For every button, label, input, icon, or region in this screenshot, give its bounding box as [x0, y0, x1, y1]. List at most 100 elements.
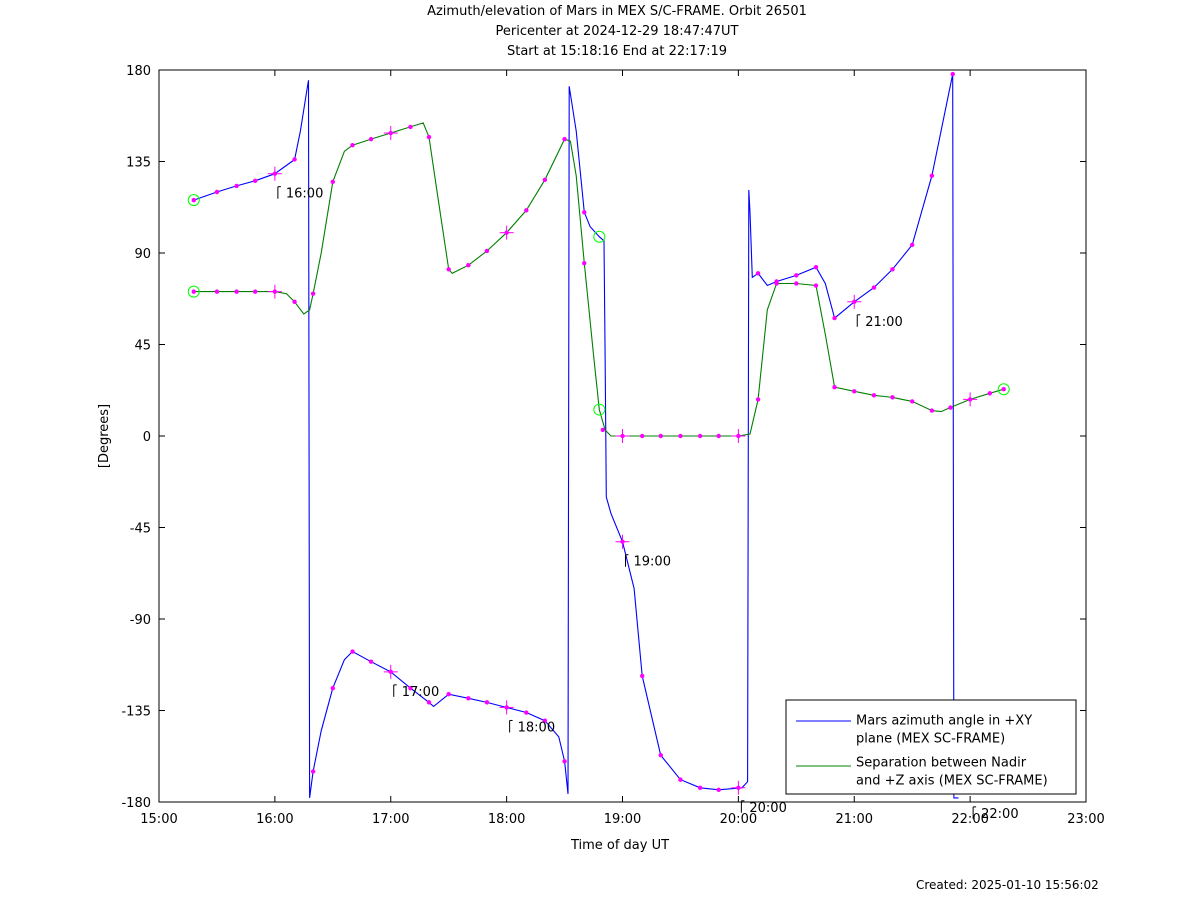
x-tick-label: 18:00	[488, 812, 525, 827]
azimuth-data-point	[755, 271, 761, 276]
azimuth-data-point	[310, 769, 316, 774]
azimuth-data-point	[871, 285, 877, 290]
separation-data-point	[350, 143, 355, 148]
created-timestamp: Created: 2025-01-10 15:56:02	[916, 878, 1099, 892]
separation-data-point	[716, 433, 721, 439]
azimuth-data-point	[832, 315, 837, 321]
time-annotation-label: 22:00	[981, 807, 1018, 822]
azimuth-data-point	[330, 685, 336, 691]
azimuth-data-point	[716, 787, 721, 792]
legend-box	[785, 699, 1077, 795]
x-tick-label: 15:00	[140, 812, 177, 827]
azimuth-data-point	[794, 273, 799, 278]
azimuth-data-point	[484, 700, 490, 705]
time-annotation-label: 21:00	[865, 315, 902, 330]
azimuth-data-point	[678, 777, 683, 782]
separation-data-point	[909, 399, 915, 404]
azimuth-data-point	[524, 710, 529, 715]
y-tick-label: 90	[134, 247, 151, 262]
separation-data-point	[813, 283, 819, 288]
separation-data-point	[524, 208, 529, 213]
separation-series-line	[193, 122, 1004, 437]
azimuth-data-point	[929, 173, 935, 178]
azimuth-data-point	[191, 197, 196, 203]
separation-data-point	[852, 389, 857, 394]
separation-data-point	[678, 433, 683, 439]
x-tick-label: 23:00	[1067, 812, 1104, 827]
azimuth-data-point	[292, 157, 297, 162]
time-annotations: 16:00 17:00 18:00 19:00 20:00 21:00 22:00	[277, 186, 1019, 822]
azimuth-data-point	[466, 696, 471, 701]
separation-data-point	[697, 433, 703, 439]
chart-title-line-1: Azimuth/elevation of Mars in MEX S/C-FRA…	[427, 4, 807, 19]
separation-data-point	[948, 405, 953, 410]
time-annotation-label: 19:00	[634, 555, 671, 570]
azimuth-data-point	[562, 759, 567, 764]
azimuth-data-point	[368, 659, 374, 664]
x-axis-label: Time of day UT	[570, 838, 669, 853]
azimuth-data-point	[252, 178, 258, 184]
time-annotation-label: 18:00	[518, 720, 555, 735]
legend-label-separation-line-2: and +Z axis (MEX SC-FRAME)	[856, 774, 1048, 789]
legend: Mars azimuth angle in +XY plane (MEX SC-…	[785, 699, 1077, 795]
x-tick-label: 21:00	[836, 812, 873, 827]
event-circle-marker	[997, 383, 1010, 396]
series-lines	[193, 73, 1004, 799]
separation-data-point	[408, 124, 413, 130]
separation-data-point	[987, 391, 993, 396]
azimuth-data-point	[950, 71, 955, 77]
y-tick-label: -90	[130, 613, 151, 628]
separation-data-point	[871, 393, 877, 398]
time-annotation-label: 20:00	[749, 801, 786, 816]
separation-data-point	[832, 385, 837, 390]
azimuth-data-point	[909, 242, 915, 248]
separation-data-point	[252, 289, 258, 294]
azimuth-series-line	[193, 73, 959, 799]
y-axis-label: [Degrees]	[97, 404, 112, 468]
separation-data-point	[639, 433, 645, 439]
separation-data-point	[929, 408, 935, 413]
azimuth-data-point	[639, 673, 645, 679]
separation-data-point	[426, 134, 432, 140]
separation-data-point	[292, 299, 297, 304]
separation-data-point	[310, 291, 316, 296]
x-tick-label: 22:00	[951, 812, 988, 827]
separation-data-point	[466, 263, 471, 268]
time-annotation-label: 16:00	[286, 187, 323, 202]
separation-data-point	[234, 289, 239, 294]
axis-ticks: 15:00 16:00 17:00 18:00 19:00 20:00 21:00 22:00…	[121, 64, 1104, 827]
y-tick-label: 135	[126, 156, 151, 171]
azimuth-data-point	[446, 692, 451, 697]
chart-title-line-2: Pericenter at 2024-12-29 18:47:47UT	[495, 24, 739, 39]
azimuth-data-point	[890, 267, 895, 272]
separation-data-point	[214, 289, 220, 294]
y-tick-label: -45	[130, 522, 151, 537]
separation-data-point	[330, 179, 336, 185]
separation-data-point	[582, 260, 587, 266]
azimuth-data-point	[350, 649, 355, 654]
x-tick-label: 16:00	[256, 812, 293, 827]
time-annotation-label: 17:00	[402, 685, 439, 700]
legend-label-azimuth-line-1: Mars azimuth angle in +XY	[856, 714, 1032, 729]
chart-title-line-3: Start at 15:18:16 End at 22:17:19	[506, 44, 728, 59]
event-circle-marker	[187, 285, 200, 298]
separation-data-point	[755, 397, 761, 402]
x-tick-label: 17:00	[372, 812, 409, 827]
azimuth-data-point	[214, 189, 220, 195]
x-tick-label: 20:00	[720, 812, 757, 827]
azimuth-data-point	[697, 785, 703, 790]
azimuth-data-point	[658, 753, 663, 758]
y-tick-label: 180	[126, 64, 151, 79]
azimuth-data-point	[426, 700, 432, 705]
separation-data-point	[600, 427, 606, 433]
separation-data-point	[368, 136, 374, 142]
y-tick-label: -135	[121, 705, 151, 720]
azimuth-data-point	[408, 685, 413, 691]
separation-data-point	[191, 289, 196, 294]
separation-data-point	[794, 281, 799, 286]
separation-data-point	[562, 136, 567, 142]
series-markers	[187, 71, 1010, 795]
legend-label-azimuth-line-2: plane (MEX SC-FRAME)	[856, 732, 1005, 747]
azimuth-data-point	[813, 265, 819, 270]
